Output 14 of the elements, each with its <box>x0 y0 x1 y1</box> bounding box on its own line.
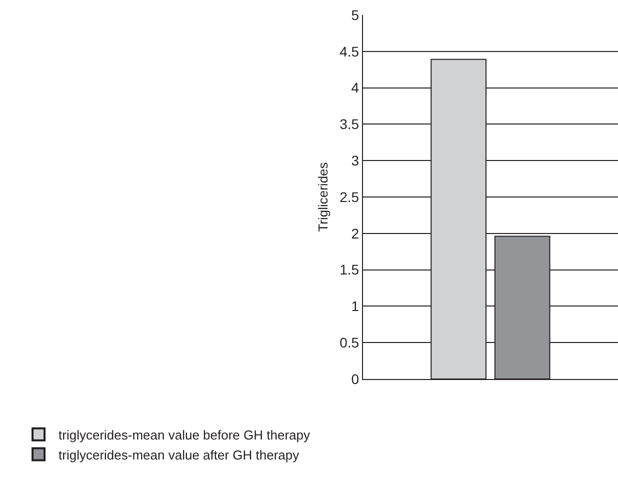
y-tick-label: 0 <box>351 370 360 387</box>
y-tick-label: 2.5 <box>340 188 360 205</box>
y-tick-label: 1.5 <box>340 262 360 278</box>
y-axis-title: Triglicerides <box>316 162 331 232</box>
y-tick-label: 3 <box>351 152 360 168</box>
y-tick-label: 5 <box>351 6 360 23</box>
y-tick-label: 4.5 <box>340 43 360 60</box>
legend-label: triglycerides-mean value before GH therapy <box>58 427 310 442</box>
legend-label: triglycerides-mean value after GH therapy <box>58 447 300 462</box>
y-tick-label: 0.5 <box>340 334 360 350</box>
y-tick-label: 4 <box>351 80 360 96</box>
y-tick-label: 1 <box>351 298 360 314</box>
y-tick-label: 2 <box>351 225 360 242</box>
y-tick-label: 3.5 <box>340 116 360 132</box>
